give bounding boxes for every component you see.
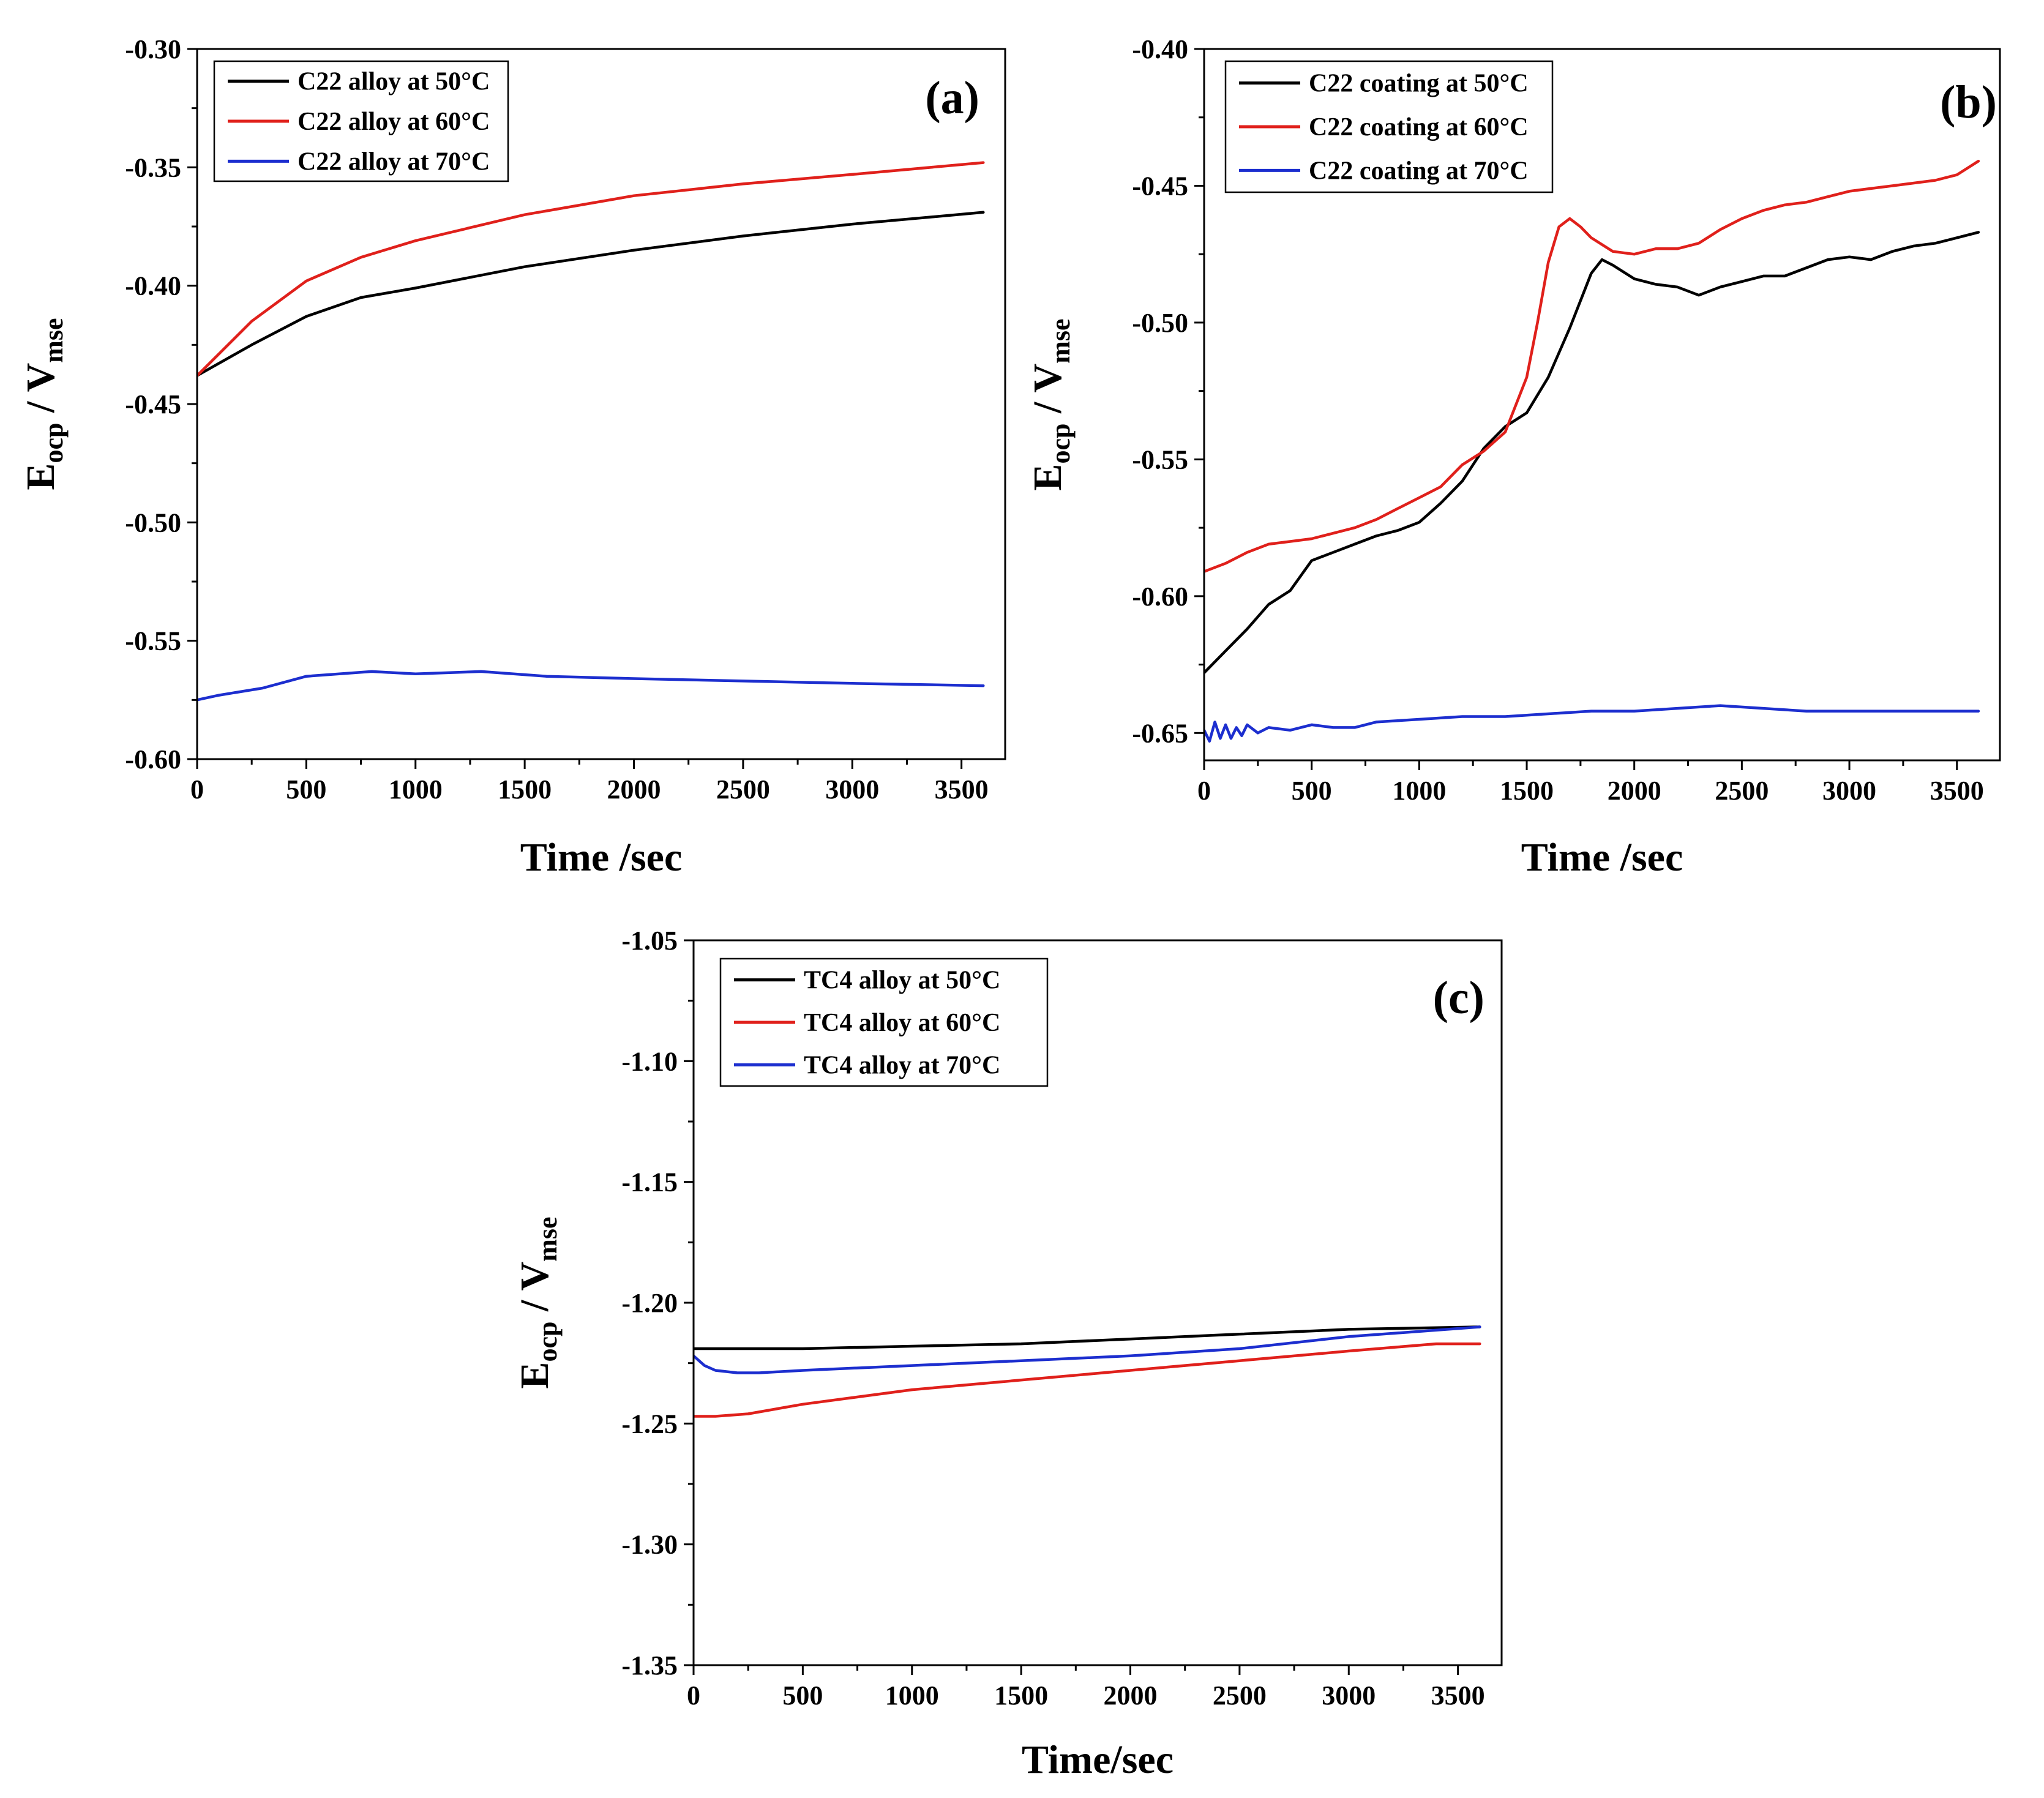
legend-label-c-1: TC4 alloy at 50°C [804, 967, 1000, 995]
x-tick-label-b-0: 0 [1197, 776, 1211, 806]
series-line-b-3 [1204, 704, 1980, 743]
plot-frame-b [1203, 48, 2001, 762]
x-tick-label-a-3: 1500 [498, 774, 552, 804]
x-tick-label-c-0: 0 [687, 1680, 700, 1710]
y-tick-label-b-3: -0.50 [1132, 308, 1188, 338]
y-tick-label-c-4: -1.15 [621, 1167, 678, 1197]
y-tick-label-b-2: -0.55 [1132, 444, 1188, 474]
series-line-c-2 [694, 1342, 1481, 1418]
x-tick-label-a-5: 2500 [716, 774, 770, 804]
legend-label-b-1: C22 coating at 50°C [1309, 70, 1529, 98]
panel-label-a: (a) [925, 72, 979, 124]
series-line-c-1 [694, 1325, 1481, 1350]
x-tick-label-b-2: 1000 [1392, 776, 1446, 806]
y-tick-label-c-0: -1.35 [621, 1650, 678, 1680]
series-line-b-2 [1204, 159, 1980, 573]
y-tick-label-c-6: -1.05 [621, 926, 678, 956]
x-tick-label-c-5: 2500 [1213, 1680, 1267, 1710]
legend-a: C22 alloy at 50°C C22 alloy at 60°C C22 al… [213, 60, 509, 182]
legend-label-a-2: C22 alloy at 60°C [298, 108, 490, 136]
x-tick-label-c-2: 1000 [885, 1680, 939, 1710]
y-tick-label-c-5: -1.10 [621, 1046, 678, 1076]
legend-label-c-2: TC4 alloy at 60°C [804, 1009, 1000, 1037]
plot-frame-a [196, 48, 1006, 760]
legend-label-b-2: C22 coating at 60°C [1309, 113, 1529, 141]
x-tick-label-a-1: 500 [286, 774, 326, 804]
x-tick-label-a-4: 2000 [607, 774, 661, 804]
chart-panel-a: 0 500 1000 1500 2000 2500 3000 3500 -0.60 -0.55 -0… [18, 34, 1006, 880]
y-tick-label-b-1: -0.60 [1132, 582, 1188, 612]
x-tick-label-c-6: 3000 [1322, 1680, 1376, 1710]
legend-label-a-3: C22 alloy at 70°C [298, 148, 490, 176]
y-axis-title-a: Eocp / Vmse [18, 318, 69, 490]
x-axis-title-c: Time/sec [1022, 1737, 1174, 1782]
y-tick-label-b-0: -0.65 [1132, 718, 1188, 748]
legend-label-b-3: C22 coating at 70°C [1309, 157, 1529, 185]
series-line-a-2 [197, 161, 985, 377]
x-tick-label-b-1: 500 [1292, 776, 1332, 806]
legend-label-c-3: TC4 alloy at 70°C [804, 1051, 1000, 1079]
x-tick-label-b-7: 3500 [1930, 776, 1984, 806]
y-tick-label-b-5: -0.40 [1132, 34, 1188, 64]
y-tick-label-a-3: -0.45 [125, 389, 181, 419]
x-tick-label-b-5: 2500 [1715, 776, 1769, 806]
series-line-b-1 [1204, 231, 1980, 675]
x-tick-label-a-0: 0 [190, 774, 204, 804]
y-tick-label-c-1: -1.30 [621, 1530, 678, 1560]
series-line-c-3 [694, 1325, 1481, 1374]
panel-label-b: (b) [1940, 77, 1997, 128]
chart-panel-c: 0 500 1000 1500 2000 2500 3000 3500 -1.35 -1.30 -1… [512, 926, 1503, 1782]
series-line-a-1 [197, 211, 985, 377]
x-tick-label-b-3: 1500 [1500, 776, 1554, 806]
x-tick-label-b-6: 3000 [1822, 776, 1876, 806]
x-tick-label-c-1: 500 [782, 1680, 823, 1710]
y-tick-label-a-0: -0.60 [125, 744, 181, 774]
y-tick-label-a-6: -0.30 [125, 34, 181, 64]
x-axis-title-a: Time /sec [520, 835, 683, 880]
y-tick-label-a-2: -0.50 [125, 508, 181, 538]
x-tick-label-c-4: 2000 [1104, 1680, 1158, 1710]
x-tick-label-b-4: 2000 [1608, 776, 1661, 806]
y-tick-label-a-1: -0.55 [125, 626, 181, 656]
y-tick-label-a-5: -0.35 [125, 152, 181, 182]
series-line-a-3 [197, 670, 985, 702]
chart-panel-b: 0 500 1000 1500 2000 2500 3000 3500 -0.65 -0.60 -0… [1025, 34, 2001, 880]
x-tick-label-a-6: 3000 [825, 774, 879, 804]
y-axis-title-c: Eocp / Vmse [512, 1216, 563, 1388]
legend-label-a-1: C22 alloy at 50°C [298, 68, 490, 96]
y-tick-label-c-3: -1.20 [621, 1288, 678, 1318]
x-tick-label-c-7: 3500 [1431, 1680, 1485, 1710]
x-tick-label-a-2: 1000 [389, 774, 443, 804]
x-tick-label-c-3: 1500 [994, 1680, 1048, 1710]
plot-frame-c [692, 939, 1503, 1666]
y-axis-title-b: Eocp / Vmse [1025, 318, 1076, 490]
x-tick-label-a-7: 3500 [935, 774, 989, 804]
x-axis-title-b: Time /sec [1521, 835, 1683, 880]
y-tick-label-a-4: -0.40 [125, 271, 181, 301]
y-tick-label-c-2: -1.25 [621, 1409, 678, 1439]
y-tick-label-b-4: -0.45 [1132, 171, 1188, 201]
panel-label-c: (c) [1433, 972, 1484, 1024]
legend-b: C22 coating at 50°C C22 coating at 60°C C2… [1224, 60, 1554, 193]
legend-c: TC4 alloy at 50°C TC4 alloy at 60°C TC4 al… [719, 957, 1049, 1087]
